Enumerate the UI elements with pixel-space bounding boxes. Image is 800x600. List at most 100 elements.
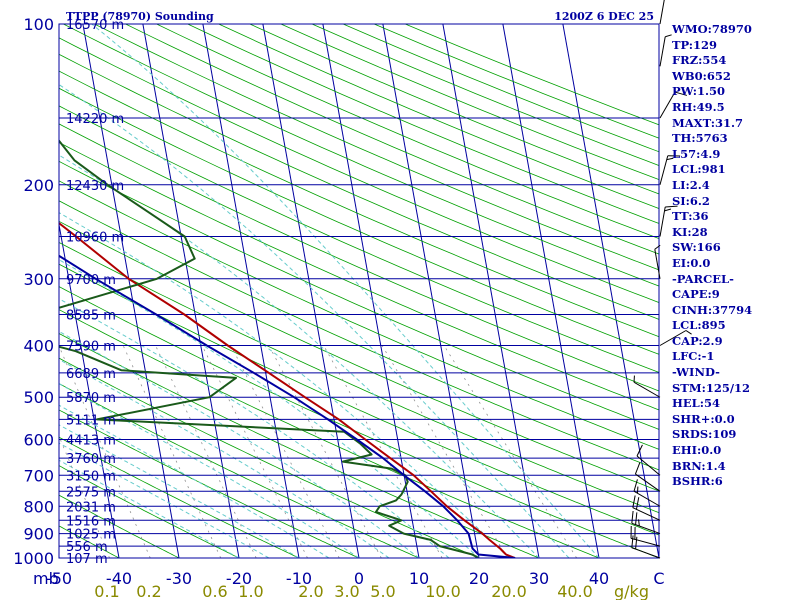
sounding-profiles xyxy=(59,139,516,558)
mixing-ratio-label: 0.6 xyxy=(202,582,227,600)
index-value: TH:5763 xyxy=(672,131,728,146)
index-value: -WIND- xyxy=(672,365,720,380)
mixing-ratio-label: 0.1 xyxy=(94,582,119,600)
pressure-tick-label: 400 xyxy=(23,337,54,356)
index-value: EI:0.0 xyxy=(672,255,711,270)
index-value: CAPE:9 xyxy=(672,287,720,302)
isotherm-line xyxy=(59,221,120,558)
height-label: 6689 m xyxy=(66,367,116,382)
index-value: BSHR:6 xyxy=(672,474,723,489)
unit-mb: mb xyxy=(33,569,59,588)
mixing-ratio-label: 10.0 xyxy=(425,582,461,600)
wind-barb xyxy=(659,0,665,25)
height-label: 2031 m xyxy=(66,500,116,515)
wind-barb xyxy=(633,479,661,507)
pressure-tick-label: 500 xyxy=(23,388,54,407)
index-value: MAXT:31.7 xyxy=(672,115,743,130)
isotherm-line xyxy=(82,24,180,558)
index-value: PW:1.50 xyxy=(672,84,726,99)
index-value: TP:129 xyxy=(672,37,718,52)
height-label: 3760 m xyxy=(66,452,116,467)
temperature-tick-label: -50 xyxy=(46,569,72,588)
index-value: LCL:981 xyxy=(672,162,726,177)
mixing-ratio-label: 5.0 xyxy=(370,582,395,600)
height-label: 8585 m xyxy=(66,309,116,324)
index-value: SW:166 xyxy=(672,240,721,255)
series-line-dewpoint xyxy=(59,139,479,558)
valid-time: 1200Z 6 DEC 25 xyxy=(554,10,654,23)
height-label: 3150 m xyxy=(66,469,116,484)
index-value: -PARCEL- xyxy=(672,271,734,286)
chart-title: TTPP (78970) Sounding xyxy=(66,10,214,23)
wind-barb xyxy=(631,510,661,535)
mixing-ratio-label: 2.0 xyxy=(298,582,323,600)
wind-barb xyxy=(632,495,661,521)
index-value: LI:2.4 xyxy=(672,177,710,192)
temperature-tick-label: 30 xyxy=(529,569,549,588)
temperature-tick-label: 20 xyxy=(469,569,489,588)
height-label: 556 m xyxy=(66,540,108,555)
wind-barb xyxy=(659,205,678,237)
isotherm-line xyxy=(202,24,300,558)
isotherm-line xyxy=(322,24,420,558)
index-value: CAP:2.9 xyxy=(672,333,723,348)
series-line-parcel xyxy=(59,254,516,558)
plot-frame xyxy=(58,23,660,559)
index-value: LCL:895 xyxy=(672,318,726,333)
temperature-tick-label: -20 xyxy=(226,569,252,588)
isotherm-line xyxy=(502,24,600,558)
isotherm-line xyxy=(382,24,480,558)
isotherm-line xyxy=(262,24,360,558)
wind-barb xyxy=(659,155,681,185)
wind-barb xyxy=(636,444,661,476)
height-label: 12430 m xyxy=(66,179,124,194)
height-label: 5870 m xyxy=(66,391,116,406)
pressure-tick-label: 100 xyxy=(23,15,54,34)
index-value: L57:4.9 xyxy=(672,146,721,161)
series-line-temperature xyxy=(59,221,516,558)
temperature-tick-label: 40 xyxy=(589,569,609,588)
wind-barb xyxy=(659,330,692,346)
temperature-tick-label: 10 xyxy=(409,569,429,588)
index-value: CINH:37794 xyxy=(672,302,753,317)
height-label: 5111 m xyxy=(66,413,116,428)
pressure-tick-label: 1000 xyxy=(13,549,54,568)
mixing-ratio-label: 1.0 xyxy=(238,582,263,600)
index-value: STM:125/12 xyxy=(672,380,751,395)
index-value: KI:28 xyxy=(672,224,708,239)
unit-gkg: g/kg xyxy=(614,582,649,600)
height-label: 14220 m xyxy=(66,112,124,127)
index-value: TT:36 xyxy=(672,209,709,224)
wind-barb xyxy=(631,535,661,559)
mixing-ratio-line xyxy=(230,345,340,558)
index-value: SI:6.2 xyxy=(672,193,710,208)
pressure-tick-label: 900 xyxy=(23,525,54,544)
index-value: EHI:0.0 xyxy=(672,443,722,458)
temperature-tick-label: C xyxy=(653,569,664,588)
sounding-indices-panel: WMO:78970 TP:129 FRZ:554 WB0:652 PW:1.50 RH:4… xyxy=(672,22,752,490)
isotherm-line xyxy=(442,24,540,558)
wind-barb xyxy=(633,375,661,398)
isotherm-line xyxy=(562,24,659,558)
mixing-ratio-label: 40.0 xyxy=(557,582,593,600)
index-value: BRN:1.4 xyxy=(672,458,726,473)
index-value: HEL:54 xyxy=(672,396,720,411)
height-label: 1516 m xyxy=(66,514,116,529)
mixing-ratio-label: 3.0 xyxy=(334,582,359,600)
pressure-tick-label: 300 xyxy=(23,270,54,289)
pressure-tick-label: 600 xyxy=(23,431,54,450)
height-label: 7590 m xyxy=(66,340,116,355)
height-label: 107 m xyxy=(66,552,108,567)
temperature-tick-label: 0 xyxy=(354,569,364,588)
index-value: SRDS:109 xyxy=(672,427,737,442)
grid-lines xyxy=(59,24,659,558)
height-label: 16570 m xyxy=(66,18,124,33)
wind-barb xyxy=(634,462,661,492)
mixing-ratio-label: 0.2 xyxy=(136,582,161,600)
mixing-ratio-line xyxy=(201,345,308,558)
index-value: LFC:-1 xyxy=(672,349,715,364)
index-value: WB0:652 xyxy=(672,68,731,83)
wind-barb xyxy=(659,91,688,119)
